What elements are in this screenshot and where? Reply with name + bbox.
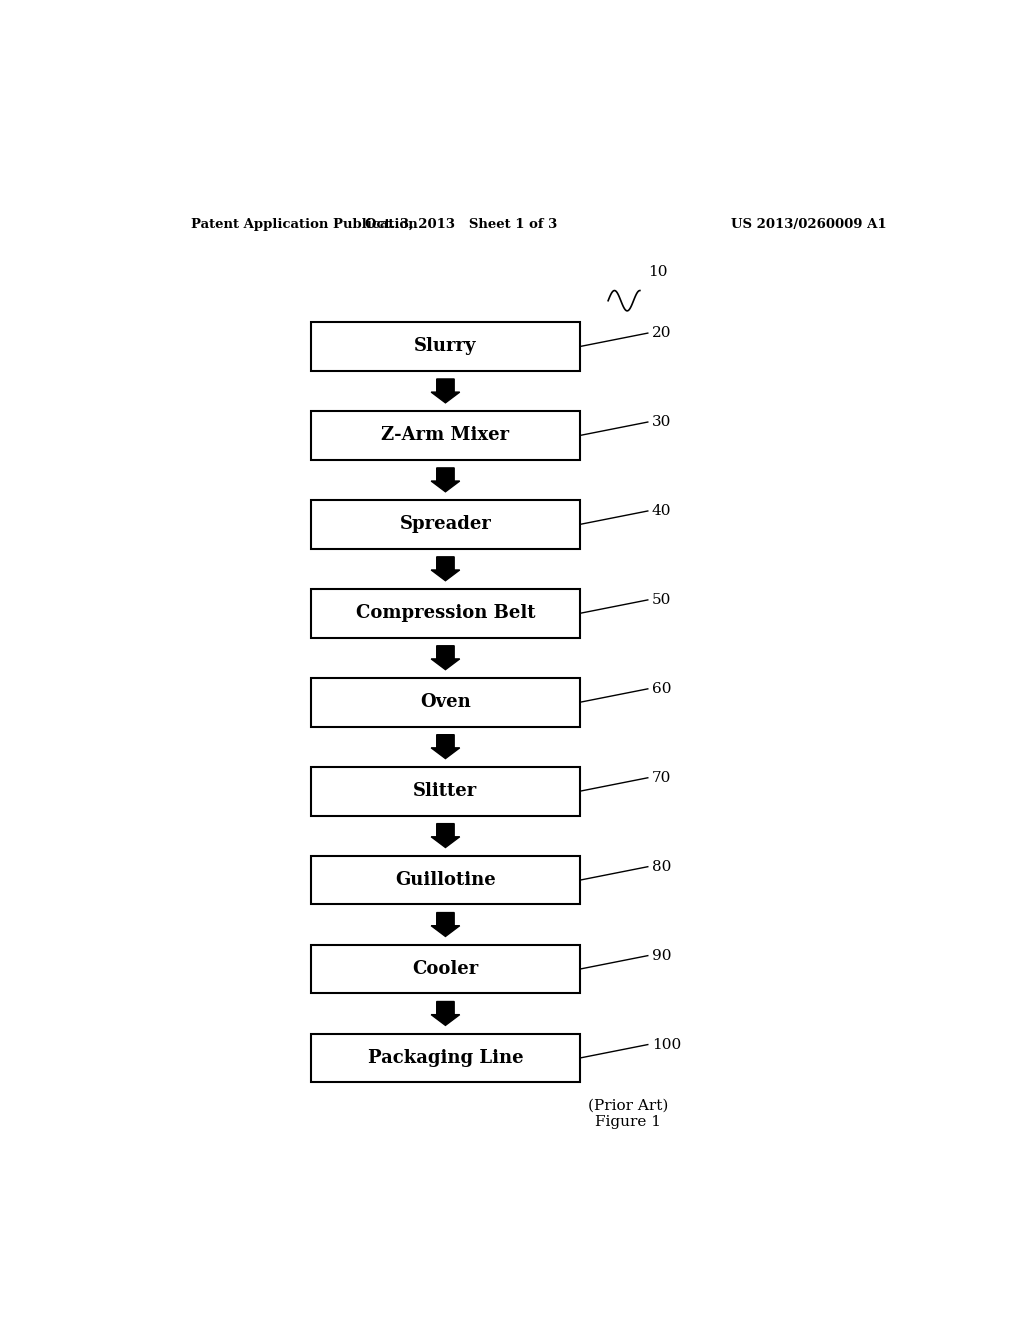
FancyArrow shape (431, 912, 460, 936)
Text: US 2013/0260009 A1: US 2013/0260009 A1 (731, 218, 887, 231)
Text: Compression Belt: Compression Belt (355, 605, 536, 622)
Text: Slurry: Slurry (414, 338, 477, 355)
Text: Packaging Line: Packaging Line (368, 1049, 523, 1067)
Text: Patent Application Publication: Patent Application Publication (191, 218, 418, 231)
Text: Oven: Oven (420, 693, 471, 711)
Text: Spreader: Spreader (399, 515, 492, 533)
Text: Guillotine: Guillotine (395, 871, 496, 890)
Bar (310, 677, 581, 726)
Text: 90: 90 (652, 949, 672, 962)
Text: 20: 20 (652, 326, 672, 341)
Text: 70: 70 (652, 771, 671, 785)
Bar (310, 500, 581, 549)
Text: 10: 10 (648, 265, 668, 280)
Text: Figure 1: Figure 1 (595, 1115, 660, 1129)
Text: Cooler: Cooler (413, 960, 478, 978)
Bar (310, 322, 581, 371)
Text: 50: 50 (652, 593, 671, 607)
FancyArrow shape (431, 1002, 460, 1026)
Text: Z-Arm Mixer: Z-Arm Mixer (381, 426, 510, 445)
Bar (310, 767, 581, 816)
Text: 80: 80 (652, 859, 671, 874)
Text: Slitter: Slitter (414, 783, 477, 800)
Text: 60: 60 (652, 682, 672, 696)
FancyArrow shape (431, 824, 460, 847)
Bar (310, 589, 581, 638)
Text: 30: 30 (652, 414, 671, 429)
FancyArrow shape (431, 467, 460, 492)
FancyArrow shape (431, 645, 460, 669)
Text: (Prior Art): (Prior Art) (588, 1098, 668, 1113)
FancyArrow shape (431, 557, 460, 581)
Bar (310, 855, 581, 904)
Text: Oct. 3, 2013   Sheet 1 of 3: Oct. 3, 2013 Sheet 1 of 3 (366, 218, 557, 231)
Bar (310, 945, 581, 994)
Bar (310, 1034, 581, 1082)
Text: 40: 40 (652, 504, 672, 517)
FancyArrow shape (431, 379, 460, 403)
Bar (310, 411, 581, 459)
FancyArrow shape (431, 735, 460, 759)
Text: 100: 100 (652, 1038, 681, 1052)
